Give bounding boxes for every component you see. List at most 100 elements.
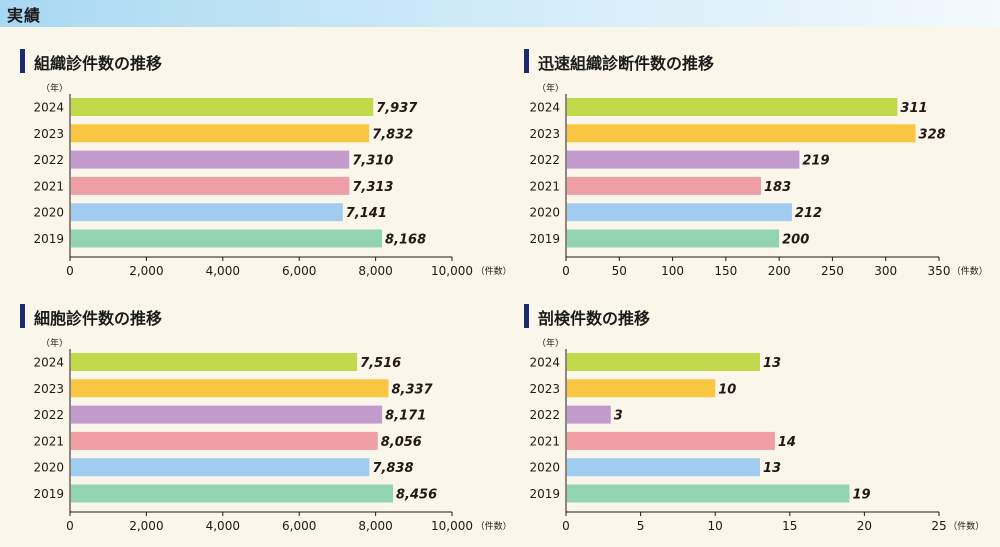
year-label: 2021 bbox=[529, 434, 560, 448]
x-tick-label: 250 bbox=[821, 264, 844, 278]
x-tick-label: 8,000 bbox=[358, 264, 392, 278]
x-tick-label: 15 bbox=[782, 519, 797, 533]
axis-unit-count-label: （件数） bbox=[948, 520, 984, 532]
axis-unit-year-label: （年） bbox=[537, 337, 564, 349]
data-label: 8,168 bbox=[385, 233, 426, 248]
x-tick-label: 4,000 bbox=[206, 519, 240, 533]
x-tick-label: 100 bbox=[661, 264, 684, 278]
heading-accent-bar bbox=[524, 304, 529, 328]
chart-panel-cytology: 細胞診件数の推移 （年） 2024 7,516 2023 8,337 2022 8,171 2… bbox=[20, 302, 512, 547]
bar-chart-svg: （年） 2024 311 2023 328 2022 219 2021 183 2020 212 20… bbox=[529, 82, 987, 278]
axis-unit-year-label: （年） bbox=[41, 82, 68, 94]
year-label: 2019 bbox=[529, 487, 560, 501]
year-label: 2023 bbox=[33, 382, 64, 396]
data-label: 3 bbox=[614, 409, 623, 424]
data-label: 8,171 bbox=[385, 409, 426, 424]
data-label: 219 bbox=[802, 154, 829, 169]
axis-unit-count-label: （件数） bbox=[476, 265, 512, 277]
bar-2021 bbox=[567, 176, 762, 195]
year-label: 2020 bbox=[33, 206, 64, 220]
x-tick-label: 0 bbox=[66, 519, 74, 533]
year-label: 2020 bbox=[33, 461, 64, 475]
year-label: 2022 bbox=[33, 153, 64, 167]
bar-2019 bbox=[567, 484, 850, 503]
axis-unit-count-label: （件数） bbox=[476, 520, 512, 532]
x-tick-label: 20 bbox=[857, 519, 872, 533]
x-tick-label: 10 bbox=[708, 519, 723, 533]
year-label: 2019 bbox=[529, 232, 560, 246]
year-label: 2019 bbox=[33, 232, 64, 246]
data-label: 19 bbox=[852, 488, 870, 503]
year-label: 2021 bbox=[529, 179, 560, 193]
x-tick-label: 10,000 bbox=[431, 519, 473, 533]
bar-2021 bbox=[71, 431, 378, 450]
bar-chart-svg: （年） 2024 7,516 2023 8,337 2022 8,171 2021 8,056 2… bbox=[33, 337, 512, 533]
x-tick-label: 5 bbox=[637, 519, 645, 533]
header-band: 実績 bbox=[0, 0, 1000, 27]
data-label: 10 bbox=[718, 382, 736, 397]
year-label: 2024 bbox=[529, 101, 560, 115]
bar-2021 bbox=[71, 176, 350, 195]
heading-accent-bar bbox=[524, 49, 529, 73]
bar-2020 bbox=[567, 458, 760, 477]
bar-2020 bbox=[71, 203, 343, 222]
page-title: 実績 bbox=[7, 6, 42, 25]
chart-panel-rapid: 迅速組織診断件数の推移 （年） 2024 311 2023 328 2022 219 2021… bbox=[524, 47, 1000, 292]
data-label: 7,141 bbox=[346, 206, 387, 221]
x-tick-label: 0 bbox=[562, 264, 570, 278]
x-tick-label: 2,000 bbox=[129, 264, 163, 278]
heading-accent-bar bbox=[20, 304, 25, 328]
x-tick-label: 25 bbox=[931, 519, 946, 533]
bar-2023 bbox=[71, 379, 389, 398]
bar-2019 bbox=[71, 484, 394, 503]
bar-2023 bbox=[71, 124, 370, 143]
chart-title: 組織診件数の推移 bbox=[34, 54, 163, 73]
year-label: 2024 bbox=[33, 356, 64, 370]
year-label: 2023 bbox=[529, 127, 560, 141]
x-tick-label: 200 bbox=[768, 264, 791, 278]
chart-title: 細胞診件数の推移 bbox=[34, 309, 163, 328]
year-label: 2021 bbox=[33, 434, 64, 448]
chart-panel-autopsy: 剖検件数の推移 （年） 2024 13 2023 10 2022 3 2021 14 2020 13… bbox=[524, 302, 1000, 547]
bar-2024 bbox=[567, 98, 898, 116]
x-tick-label: 6,000 bbox=[282, 264, 316, 278]
bar-2021 bbox=[567, 431, 775, 450]
data-label: 8,056 bbox=[381, 435, 422, 450]
bar-chart-svg: （年） 2024 13 2023 10 2022 3 2021 14 2020 13 2019 19 0 5… bbox=[529, 337, 984, 533]
x-tick-label: 6,000 bbox=[282, 519, 316, 533]
data-label: 7,313 bbox=[352, 180, 393, 195]
bar-2024 bbox=[71, 353, 358, 371]
bar-chart-svg: （年） 2024 7,937 2023 7,832 2022 7,310 2021 7,313 2… bbox=[33, 82, 512, 278]
bar-2019 bbox=[71, 229, 383, 248]
data-label: 7,832 bbox=[372, 127, 413, 142]
year-label: 2024 bbox=[33, 101, 64, 115]
year-label: 2021 bbox=[33, 179, 64, 193]
chart-title: 剖検件数の推移 bbox=[538, 309, 651, 328]
bar-2022 bbox=[567, 405, 611, 424]
bar-2023 bbox=[567, 124, 916, 143]
axis-unit-year-label: （年） bbox=[41, 337, 68, 349]
year-label: 2024 bbox=[529, 356, 560, 370]
data-label: 7,838 bbox=[372, 461, 413, 476]
bar-2020 bbox=[71, 458, 370, 477]
data-label: 328 bbox=[919, 127, 946, 142]
x-tick-label: 2,000 bbox=[129, 519, 163, 533]
x-tick-label: 0 bbox=[562, 519, 570, 533]
year-label: 2022 bbox=[529, 153, 560, 167]
bar-2020 bbox=[567, 203, 792, 222]
year-label: 2023 bbox=[33, 127, 64, 141]
data-label: 8,337 bbox=[391, 382, 433, 397]
year-label: 2020 bbox=[529, 206, 560, 220]
data-label: 200 bbox=[782, 233, 809, 248]
x-tick-label: 0 bbox=[66, 264, 74, 278]
x-tick-label: 50 bbox=[612, 264, 627, 278]
data-label: 8,456 bbox=[396, 488, 437, 503]
year-label: 2023 bbox=[529, 382, 560, 396]
data-label: 183 bbox=[764, 180, 791, 195]
data-label: 7,516 bbox=[360, 356, 401, 371]
x-tick-label: 350 bbox=[928, 264, 951, 278]
data-label: 212 bbox=[795, 206, 822, 221]
bar-2022 bbox=[71, 405, 383, 424]
heading-accent-bar bbox=[20, 49, 25, 73]
bar-2019 bbox=[567, 229, 780, 248]
